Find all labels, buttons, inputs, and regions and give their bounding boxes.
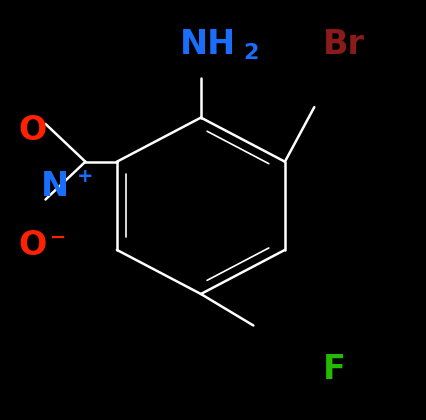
Text: F: F xyxy=(322,353,345,386)
Text: Br: Br xyxy=(322,28,364,60)
Text: N: N xyxy=(41,171,69,203)
Text: O: O xyxy=(18,114,46,147)
Text: O: O xyxy=(18,229,46,262)
Text: 2: 2 xyxy=(242,42,258,63)
Text: +: + xyxy=(77,167,93,186)
Text: NH: NH xyxy=(179,28,236,60)
Text: −: − xyxy=(49,228,66,247)
